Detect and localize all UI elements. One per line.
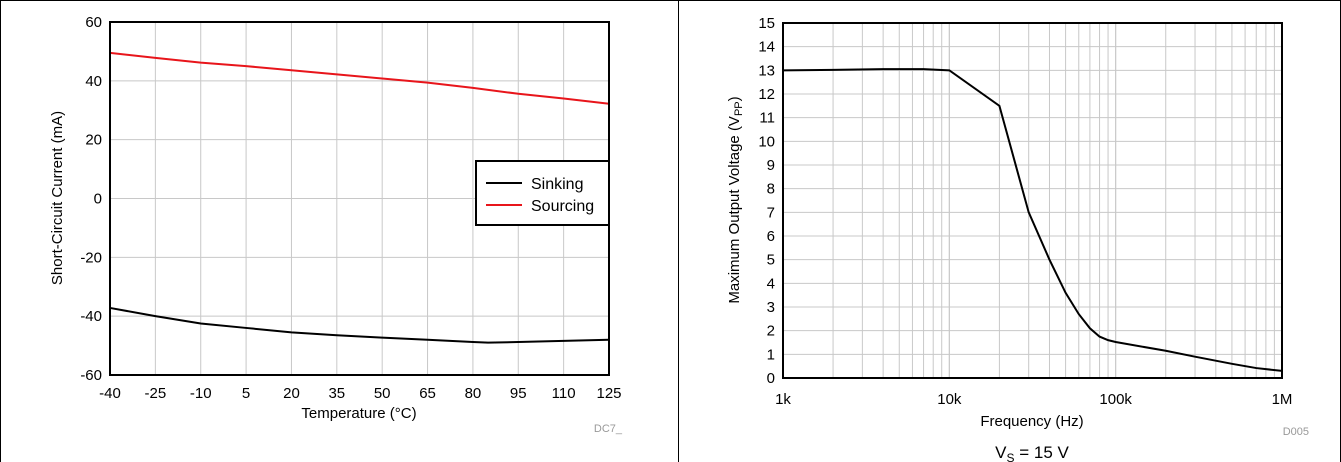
frame-top-border (0, 0, 1341, 1)
chart2-y-axis-label-main: Maximum Output Voltage (V (726, 116, 743, 304)
chart2-y-tick-label: 10 (758, 133, 775, 150)
chart1-legend: Sinking Sourcing (475, 160, 610, 226)
chart1-x-tick-label: 35 (328, 385, 345, 402)
chart1-y-tick-label: 20 (85, 132, 102, 149)
chart1-y-tick-label: 60 (85, 14, 102, 31)
chart2-y-tick-label: 6 (767, 228, 775, 245)
chart1-x-tick-label: 80 (465, 385, 482, 402)
chart2-grid (783, 23, 1282, 378)
chart1-legend-box (475, 160, 610, 226)
chart2-y-tick-label: 15 (758, 15, 775, 32)
chart2-x-tick-labels: 1k 10k 100k 1M (775, 391, 1292, 408)
chart2-x-tick-label: 1k (775, 391, 791, 408)
chart2-caption-end: = 15 V (1015, 443, 1070, 462)
chart1-grid (110, 22, 609, 375)
chart1-x-tick-label: -40 (99, 385, 121, 402)
chart2-y-axis-label-end: ) (726, 96, 743, 101)
chart2-y-tick-label: 1 (767, 346, 775, 363)
chart1-y-tick-label: 0 (94, 191, 102, 208)
chart1-y-tick-label: 40 (85, 73, 102, 90)
chart2-footnote: D005 (1283, 426, 1309, 438)
chart1-x-tick-label: 95 (510, 385, 527, 402)
chart2-y-tick-label: 12 (758, 86, 775, 103)
chart2-y-tick-label: 4 (767, 275, 775, 292)
chart2-y-tick-label: 2 (767, 323, 775, 340)
chart2-caption-main: V (995, 443, 1007, 462)
chart1-x-tick-label: -25 (145, 385, 167, 402)
legend-sourcing-label: Sourcing (531, 198, 594, 215)
chart2-x-tick-label: 10k (937, 391, 962, 408)
chart2-y-tick-label: 11 (759, 110, 775, 127)
chart2-y-tick-label: 3 (767, 299, 775, 316)
chart1-y-axis-label: Short-Circuit Current (mA) (49, 111, 66, 285)
short-circuit-current-chart: -40 -25 -10 5 20 35 50 65 80 95 110 125 -60-40-2002… (49, 14, 623, 435)
chart1-x-tick-labels: -40 -25 -10 5 20 35 50 65 80 95 110 125 (99, 385, 621, 402)
chart1-x-axis-label: Temperature (°C) (301, 405, 416, 422)
chart2-y-tick-label: 9 (767, 157, 775, 174)
chart2-plot-border (782, 22, 1283, 379)
chart2-y-tick-label: 8 (767, 181, 775, 198)
chart1-y-tick-label: -40 (80, 308, 102, 325)
chart2-caption-sub: S (1006, 451, 1014, 462)
chart2-y-tick-label: 7 (767, 204, 775, 221)
legend-sinking-label: Sinking (531, 176, 583, 193)
chart1-x-tick-label: -10 (190, 385, 212, 402)
chart1-x-tick-label: 5 (242, 385, 250, 402)
chart2-y-axis-label-sub: PP (733, 101, 745, 116)
chart2-y-tick-label: 0 (767, 370, 775, 387)
chart1-y-tick-label: -20 (80, 249, 102, 266)
frame-middle-divider (678, 0, 679, 462)
chart2-y-axis-label: Maximum Output Voltage (VPP) (726, 96, 745, 303)
chart2-y-tick-label: 14 (758, 39, 775, 56)
frame-left-border (0, 0, 1, 462)
series-sinking-line (109, 306, 610, 344)
chart2-x-tick-label: 1M (1272, 391, 1293, 408)
chart1-series (109, 51, 610, 344)
chart2-x-tick-label: 100k (1099, 391, 1132, 408)
chart2-x-axis-label: Frequency (Hz) (980, 413, 1083, 430)
chart1-x-tick-label: 65 (419, 385, 436, 402)
series-sourcing-line (109, 51, 610, 105)
chart1-y-tick-labels: -60 -40 -20 0 20 40 60 (80, 14, 102, 384)
max-output-voltage-line (782, 68, 1283, 372)
chart1-y-tick-label: -60 (80, 367, 102, 384)
chart1-x-tick-label: 20 (283, 385, 300, 402)
chart2-y-tick-label: 5 (767, 252, 775, 269)
chart2-caption: VS = 15 V (995, 443, 1069, 462)
chart2-series (782, 68, 1283, 372)
chart1-x-tick-label: 125 (596, 385, 621, 402)
chart2-y-tick-label: 13 (758, 62, 775, 79)
chart1-x-tick-label: 110 (552, 385, 576, 402)
chart1-x-tick-label: 50 (374, 385, 391, 402)
chart1-footnote: DC7_ (594, 423, 623, 435)
